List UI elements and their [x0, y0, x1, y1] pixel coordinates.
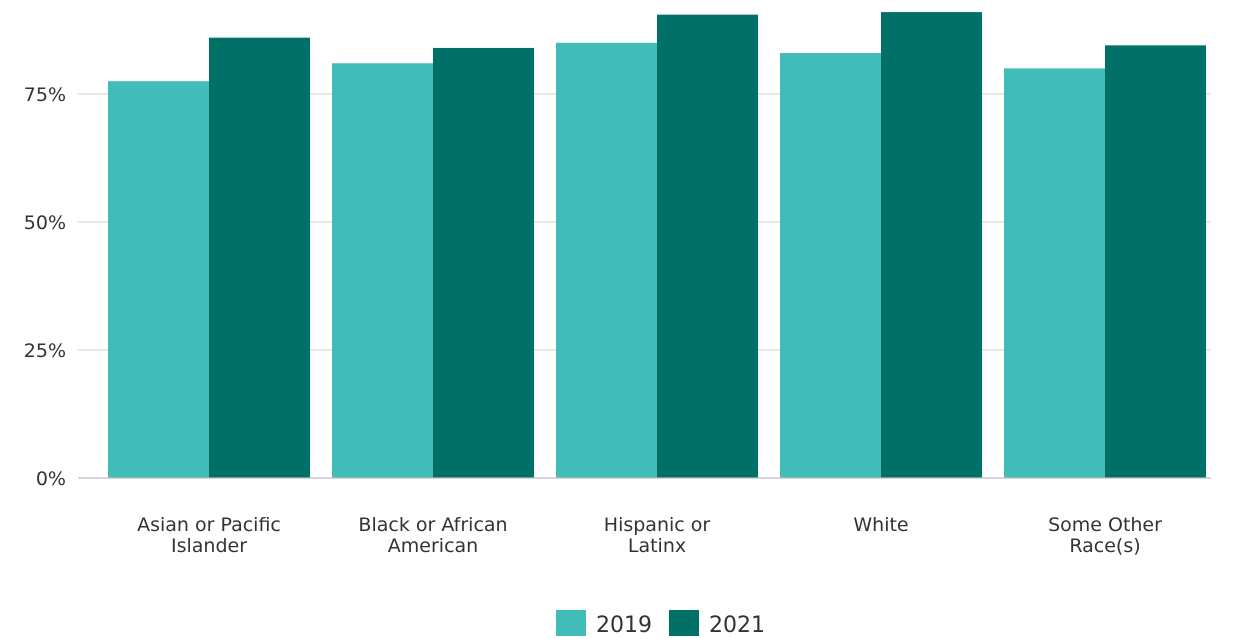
y-tick-label: 75%	[24, 84, 66, 106]
category-label-line: White	[853, 514, 908, 536]
bar-2019	[332, 63, 433, 478]
bar-2019	[556, 42, 657, 479]
bar-2019	[1004, 68, 1105, 479]
category-label: Hispanic or Latinx	[604, 514, 711, 557]
y-axis-ticks: 0% 25% 50% 75%	[24, 84, 66, 490]
category-label-line: Islander	[171, 535, 247, 557]
category-label: Black or African American	[358, 514, 507, 557]
bar-2021	[433, 47, 534, 479]
category-label: Some Other Race(s)	[1048, 514, 1162, 557]
bar-2021	[1105, 45, 1206, 479]
legend: 2019 2021	[556, 610, 765, 638]
y-tick-label: 25%	[24, 340, 66, 362]
bars	[108, 12, 1206, 479]
category-label-line: Asian or Pacific	[137, 514, 281, 536]
category-labels: Asian or Pacific Islander Black or African…	[137, 514, 1162, 557]
legend-swatch-2021	[669, 610, 699, 636]
bar-2021	[657, 14, 758, 478]
legend-label: 2021	[709, 613, 765, 638]
category-label-line: Hispanic or	[604, 514, 711, 536]
category-label-line: Some Other	[1048, 514, 1162, 536]
y-tick-label: 0%	[36, 468, 66, 490]
bar-2021	[881, 12, 982, 479]
bar-2019	[108, 81, 209, 478]
category-label-line: Black or African	[358, 514, 507, 536]
category-label-line: Race(s)	[1069, 535, 1140, 557]
category-label: White	[853, 514, 908, 536]
category-label-line: American	[388, 535, 478, 557]
bar-2021	[209, 37, 310, 479]
category-label-line: Latinx	[628, 535, 686, 557]
legend-swatch-2019	[556, 610, 586, 636]
bar-2019	[780, 53, 881, 478]
category-label: Asian or Pacific Islander	[137, 514, 281, 557]
legend-label: 2019	[596, 613, 652, 638]
y-tick-label: 50%	[24, 212, 66, 234]
